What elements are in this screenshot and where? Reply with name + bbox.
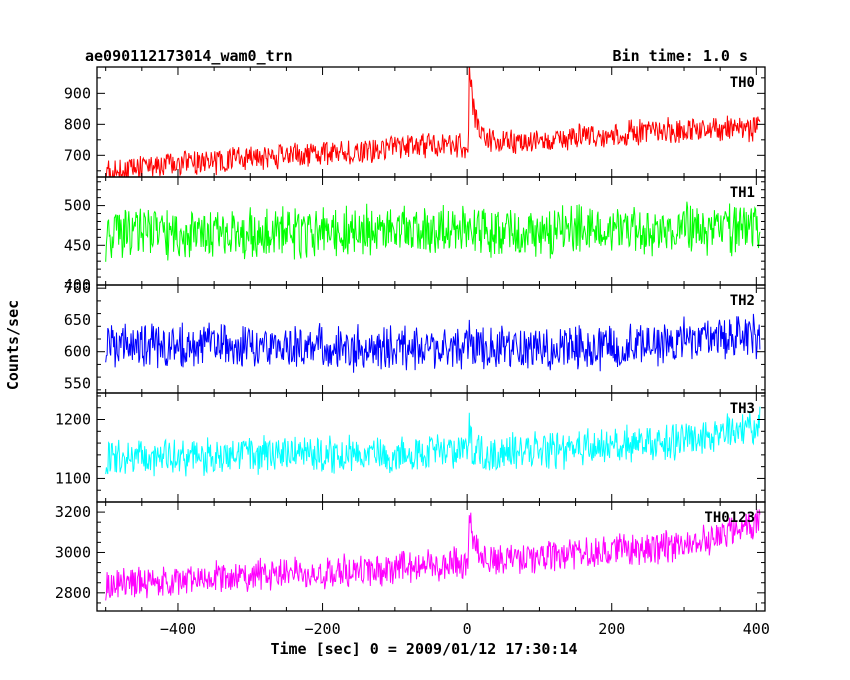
x-tick-label: −400 — [160, 620, 196, 638]
series-line-th3 — [105, 406, 761, 477]
y-tick-label: 2800 — [55, 584, 91, 602]
x-tick-label: 200 — [598, 620, 625, 638]
y-tick-label: 700 — [64, 279, 91, 297]
y-tick-label: 1100 — [55, 469, 91, 487]
bin-time-label: Bin time: 1.0 s — [613, 47, 748, 65]
panel-th3: 1100 1200 TH3 — [55, 392, 766, 503]
panel-label-th1: TH1 — [730, 185, 755, 201]
y-tick-label: 550 — [64, 374, 91, 392]
x-tick-label: 0 — [463, 620, 472, 638]
series-line-th0 — [105, 67, 761, 177]
y-tick-label: 650 — [64, 311, 91, 329]
x-tick-label: 400 — [743, 620, 770, 638]
panel-th2: 550 600 650 700 TH2 — [64, 279, 766, 394]
panel-label-th2: TH2 — [730, 293, 755, 309]
series-line-th0123 — [105, 509, 761, 601]
y-tick-label: 450 — [64, 236, 91, 254]
panel-label-th0: TH0 — [730, 75, 755, 91]
y-tick-label: 500 — [64, 197, 91, 215]
y-tick-label: 800 — [64, 115, 91, 133]
y-axis-label: Counts/sec — [4, 300, 22, 390]
figure-title: ae090112173014_wam0_trn — [85, 47, 293, 65]
panel-th0: 700 800 900 TH0 — [64, 66, 766, 178]
y-tick-label: 600 — [64, 343, 91, 361]
panel-th0123: 2800 3000 3200 TH0123 — [55, 501, 766, 612]
y-tick-label: 900 — [64, 84, 91, 102]
panel-stack: 700 800 900 TH0 400 450 500 TH1 550 600 650 700 TH2 1… — [55, 66, 770, 638]
y-tick-label: 3200 — [55, 503, 91, 521]
panel-label-th3: TH3 — [730, 401, 755, 417]
x-tick-label: −200 — [304, 620, 340, 638]
panel-th1: 400 450 500 TH1 — [64, 176, 766, 294]
y-tick-label: 1200 — [55, 411, 91, 429]
series-line-th2 — [105, 313, 761, 373]
series-line-th1 — [105, 201, 761, 262]
y-tick-label: 3000 — [55, 543, 91, 561]
panel-label-th0123: TH0123 — [704, 510, 755, 526]
x-axis-label: Time [sec] 0 = 2009/01/12 17:30:14 — [270, 640, 577, 658]
y-tick-label: 700 — [64, 146, 91, 164]
y-tick-label: 400 — [64, 276, 91, 294]
